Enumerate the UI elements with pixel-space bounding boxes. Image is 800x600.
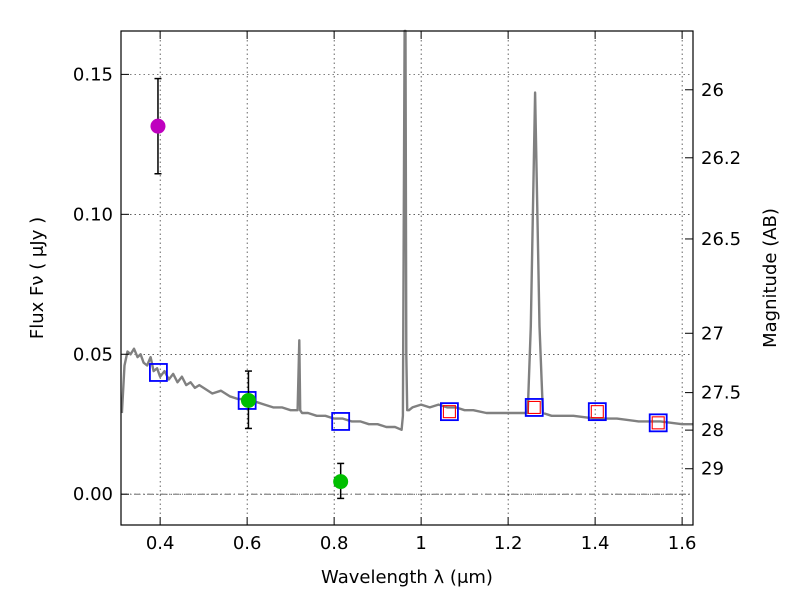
x-tick-label: 1.4	[581, 533, 610, 554]
plot-frame	[120, 30, 694, 526]
square-marker	[524, 398, 544, 417]
right-tick-label: 28	[701, 420, 724, 441]
y-tick-label: 0.15	[73, 64, 113, 85]
x-tick-label: 1.2	[494, 533, 523, 554]
right-axis-title: Magnitude (AB)	[760, 208, 781, 348]
x-tick-label: 0.4	[146, 533, 175, 554]
square-marker	[587, 402, 607, 422]
small-square-marker	[527, 400, 541, 414]
right-tick-label: 29	[701, 459, 724, 480]
x-tick-label: 1	[415, 533, 426, 554]
x-axis-title: Wavelength λ (μm)	[321, 567, 493, 588]
circle-marker	[240, 392, 256, 408]
circle-marker	[333, 474, 349, 490]
right-tick-label: 27.5	[701, 383, 741, 404]
square-marker	[440, 402, 459, 422]
small-square-marker	[442, 405, 456, 419]
grid	[121, 31, 693, 525]
x-tick-label: 1.6	[668, 533, 697, 554]
small-square-marker	[651, 416, 665, 430]
y-tick-label: 0.05	[73, 344, 113, 365]
x-tick-label: 0.6	[233, 533, 262, 554]
right-tick-label: 27	[701, 323, 724, 344]
x-tick-label: 0.8	[320, 533, 349, 554]
right-tick-label: 26	[701, 80, 724, 101]
spectrum-line	[120, 29, 693, 431]
square-marker	[648, 413, 668, 433]
small-square-marker	[590, 405, 604, 419]
square-marker	[149, 363, 168, 382]
y-axis-title: Flux Fν ( μJy )	[27, 217, 48, 339]
axis-ticks: 0.4 0.6 0.8 1 1.2 1.4 1.6 0.00 0.05 0.10 0.15 26 26.…	[73, 31, 741, 554]
right-tick-label: 26.2	[701, 148, 741, 169]
model-spectrum	[120, 29, 693, 431]
data-points	[149, 77, 668, 500]
y-tick-label: 0.10	[73, 204, 113, 225]
square-marker	[331, 412, 351, 431]
y-tick-label: 0.00	[73, 484, 113, 505]
right-tick-label: 26.5	[701, 229, 741, 250]
circle-marker	[150, 118, 166, 134]
